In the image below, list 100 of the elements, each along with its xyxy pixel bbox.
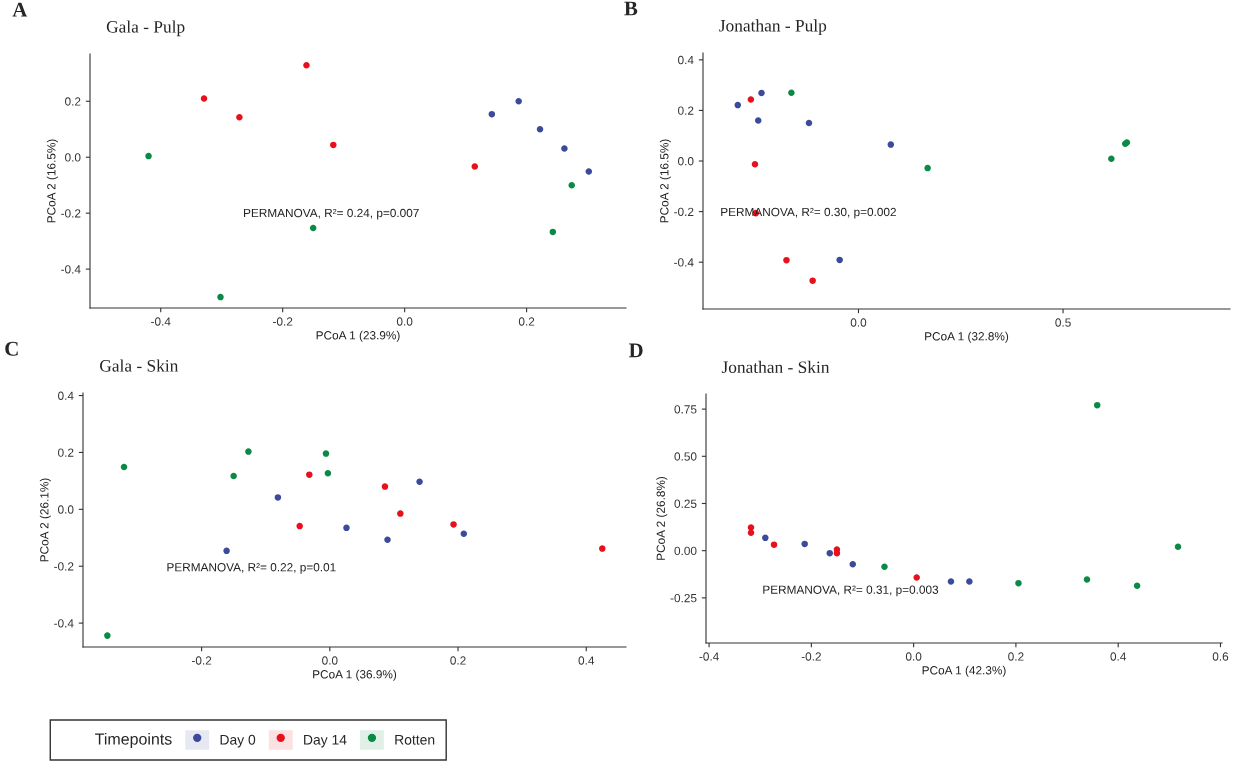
point: [947, 578, 955, 585]
point: [585, 168, 593, 175]
legend-label: Day 14: [304, 735, 347, 748]
point: [274, 494, 282, 501]
legend-label: Day 0: [220, 734, 256, 748]
point: [751, 161, 759, 168]
y-tick-label: 0.2: [678, 106, 694, 115]
x-tick-label: 0.6: [1212, 652, 1229, 661]
point: [924, 164, 931, 172]
x-tick-label: 0.0: [850, 318, 867, 327]
point: [1083, 576, 1091, 583]
point: [747, 529, 755, 537]
legend-label: Rotten: [395, 735, 435, 745]
legend-title: Timepoints: [95, 732, 172, 748]
x-tick-label: 0.2: [518, 317, 535, 326]
y-tick-label: -0.2: [61, 209, 81, 218]
y-tick-label: 0.4: [678, 55, 694, 65]
point: [809, 277, 816, 284]
point: [384, 536, 391, 544]
point: [1093, 401, 1101, 409]
point: [836, 256, 843, 264]
chart-title: Gala - Skin: [100, 359, 179, 372]
y-tick-label: 0.2: [58, 448, 74, 457]
point: [561, 145, 568, 152]
x-tick-label: -0.2: [801, 652, 821, 661]
point: [805, 119, 813, 127]
chart-title: Jonathan - Skin: [721, 360, 830, 374]
point: [416, 478, 423, 485]
y-tick-label: 0.0: [58, 505, 74, 514]
y-tick-label: -0.4: [54, 619, 74, 628]
point: [1133, 582, 1141, 590]
point: [734, 101, 742, 109]
point: [120, 463, 128, 471]
point: [306, 471, 313, 478]
point: [324, 469, 332, 477]
point: [881, 563, 888, 570]
point: [913, 574, 920, 581]
point: [450, 521, 457, 528]
point: [536, 125, 544, 133]
text: D: [628, 343, 643, 358]
point: [758, 89, 765, 97]
point: [245, 448, 252, 455]
point: [330, 141, 337, 149]
point: [322, 450, 330, 457]
point: [381, 483, 389, 490]
point: [309, 224, 317, 232]
x-axis-title: PCoA 1 (32.8%): [925, 331, 1009, 343]
x-tick-label: -0.2: [191, 656, 212, 665]
x-axis-title: PCoA 1 (42.3%): [922, 665, 1006, 677]
point: [223, 547, 230, 555]
point: [801, 540, 808, 548]
y-tick-label: -0.2: [674, 207, 694, 216]
point: [747, 96, 755, 103]
point: [762, 534, 769, 542]
point: [200, 95, 208, 102]
y-axis-title: PCoA 2 (16.5%): [659, 139, 671, 223]
x-axis-title: PCoA 1 (36.9%): [313, 669, 397, 681]
point: [549, 228, 557, 236]
x-tick-label: 0.0: [322, 656, 338, 665]
point: [217, 293, 224, 301]
x-tick-label: 0.2: [1008, 652, 1024, 661]
point: [599, 545, 606, 552]
point: [1015, 579, 1022, 587]
y-axis-title: PCoA 2 (16.5%): [46, 139, 58, 223]
y-tick-label: 0.4: [58, 391, 74, 400]
point: [747, 524, 755, 531]
point: [471, 163, 479, 170]
y-tick-label: 0.25: [674, 499, 697, 508]
point: [849, 561, 857, 568]
x-tick-label: -0.4: [151, 317, 171, 326]
y-tick-label: 0.00: [674, 546, 697, 556]
y-tick-label: 0.2: [65, 97, 81, 106]
point: [887, 141, 895, 148]
annotation: PERMANOVA, R²= 0.24, p=0.007: [244, 208, 419, 220]
x-tick-label: 0.0: [905, 652, 922, 661]
x-tick-label: 0.4: [578, 656, 595, 665]
point: [343, 524, 350, 532]
text: B: [624, 1, 638, 16]
point: [515, 98, 522, 105]
point: [1108, 155, 1115, 162]
point: [754, 117, 762, 124]
y-axis-title: PCoA 2 (26.8%): [656, 476, 668, 560]
point: [460, 530, 468, 538]
x-tick-label: -0.4: [699, 652, 719, 661]
x-tick-label: 0.0: [396, 317, 413, 326]
point: [303, 61, 310, 69]
y-tick-label: 0.75: [674, 405, 697, 414]
x-tick-label: 0.2: [450, 656, 466, 665]
point: [296, 522, 303, 530]
y-tick-label: -0.25: [670, 593, 697, 603]
y-tick-label: -0.2: [54, 562, 74, 571]
text: C: [5, 341, 18, 356]
text: A: [12, 2, 28, 17]
point: [783, 256, 790, 264]
y-axis-title: PCoA 2 (26.1%): [39, 478, 51, 562]
point: [397, 510, 404, 517]
y-tick-label: 0.0: [65, 153, 81, 162]
point: [826, 549, 834, 557]
y-tick-label: 0.50: [674, 452, 697, 461]
y-tick-label: -0.4: [674, 258, 694, 267]
